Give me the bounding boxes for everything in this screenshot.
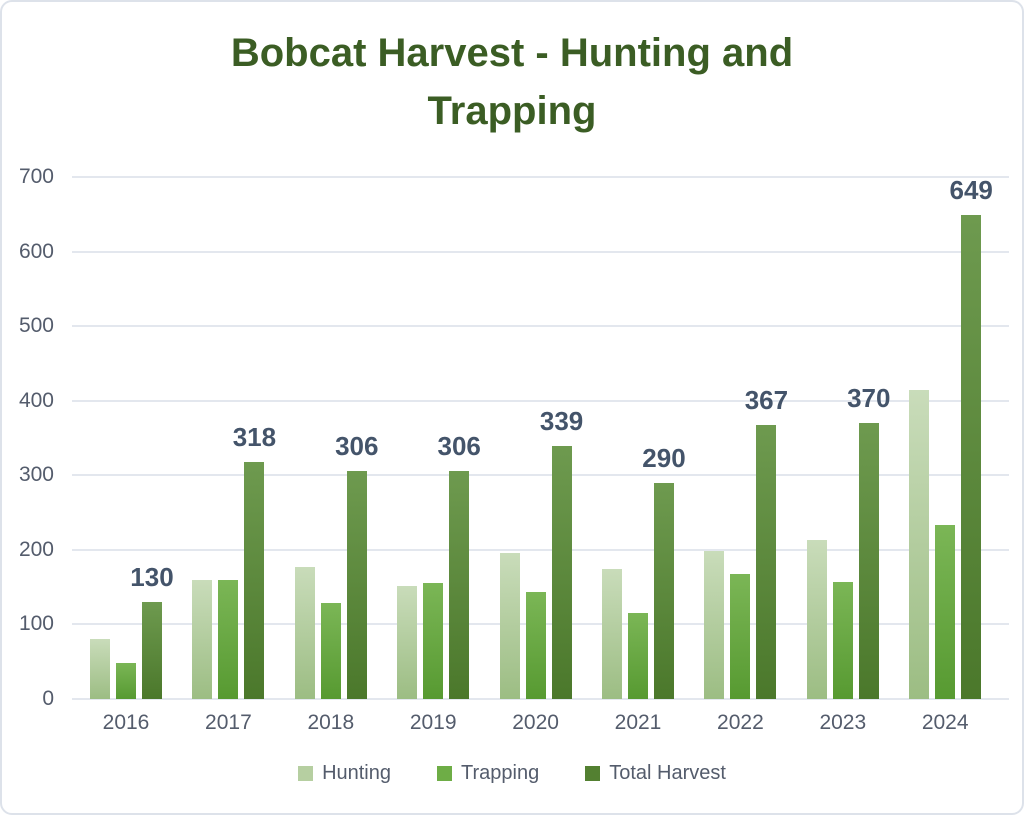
data-label-total-2021: 290: [642, 442, 686, 473]
bar-group-2024: [909, 177, 982, 699]
bar-group-2016: [90, 177, 162, 699]
bar-group-2022: [704, 177, 777, 699]
x-tick-label-2024: 2024: [921, 711, 969, 734]
legend-item-trapping: Trapping: [437, 762, 539, 785]
bar-trapping-2024: [935, 524, 956, 699]
bar-group-2017: [192, 177, 265, 699]
gridline-0: [72, 698, 1009, 700]
data-label-total-2022: 367: [744, 385, 789, 416]
data-label-total-2016: 130: [130, 562, 174, 593]
gridline-500: [72, 325, 1009, 328]
x-tick-label-2019: 2019: [409, 711, 457, 734]
y-tick-label-100: 100: [18, 612, 54, 636]
plot-area: 130 2016 318 2017 306 2018 306 2019 339 2020 290 20…: [72, 175, 1009, 734]
bar-hunting-2016: [90, 638, 110, 699]
y-tick-label-200: 200: [18, 537, 54, 561]
bar-hunting-2018: [294, 567, 315, 699]
x-tick-label-2023: 2023: [819, 711, 867, 734]
gridline-600: [72, 250, 1009, 253]
x-tick-label-2017: 2017: [205, 711, 252, 734]
bar-total-2020: [551, 446, 572, 699]
y-tick-label-300: 300: [18, 463, 54, 487]
bar-total-2022: [756, 425, 777, 699]
bar-trapping-2023: [832, 581, 853, 699]
bar-hunting-2019: [397, 586, 418, 699]
chart-title: Bobcat Harvest - Hunting and Trapping: [2, 24, 1022, 140]
x-tick-label-2021: 2021: [614, 711, 662, 734]
gridline-300: [72, 474, 1009, 477]
hunting-swatch-icon: [298, 766, 314, 781]
gridline-200: [72, 548, 1009, 551]
bar-total-2018: [346, 470, 367, 699]
bar-trapping-2016: [116, 662, 136, 699]
bar-total-2019: [449, 470, 470, 699]
bar-group-2021: [602, 177, 674, 699]
data-label-total-2023: 370: [847, 383, 891, 414]
total-harvest-swatch-icon: [585, 766, 601, 781]
y-tick-label-500: 500: [18, 314, 54, 338]
bar-hunting-2024: [909, 389, 930, 699]
bar-total-2024: [961, 215, 982, 699]
data-label-total-2018: 306: [335, 430, 379, 461]
data-label-total-2019: 306: [437, 430, 481, 461]
x-tick-label-2022: 2022: [717, 711, 764, 734]
bar-total-2023: [858, 423, 879, 699]
bar-group-2018: [294, 177, 367, 699]
legend-label-total-harvest: Total Harvest: [609, 762, 726, 784]
data-label-total-2017: 318: [232, 421, 277, 452]
x-tick-label-2018: 2018: [307, 711, 355, 734]
gridline-700: [72, 176, 1009, 178]
bar-trapping-2019: [423, 583, 444, 699]
bar-group-2023: [806, 177, 879, 699]
bar-trapping-2017: [218, 580, 239, 699]
legend-label-hunting: Hunting: [322, 762, 391, 784]
gridline-400: [72, 399, 1009, 402]
legend: Hunting Trapping Total Harvest: [2, 762, 1022, 785]
bar-trapping-2018: [320, 602, 341, 699]
chart-title-line-1: Bobcat Harvest - Hunting and: [230, 31, 794, 75]
legend-item-hunting: Hunting: [298, 762, 391, 785]
bar-hunting-2017: [192, 580, 213, 699]
x-tick-label-2016: 2016: [102, 711, 150, 734]
bar-hunting-2020: [499, 552, 520, 699]
trapping-swatch-icon: [437, 766, 452, 781]
bar-total-2021: [654, 482, 674, 699]
legend-item-total-harvest: Total Harvest: [585, 762, 726, 785]
y-tick-label-700: 700: [18, 165, 54, 188]
bar-hunting-2021: [602, 569, 622, 699]
bar-group-2019: [397, 177, 470, 699]
bar-trapping-2022: [730, 573, 751, 699]
bar-trapping-2021: [628, 612, 648, 699]
bar-hunting-2022: [704, 550, 725, 699]
y-tick-label-600: 600: [18, 239, 54, 263]
bar-total-2017: [244, 461, 265, 699]
data-label-total-2020: 339: [539, 406, 584, 437]
bar-hunting-2023: [806, 540, 827, 699]
bar-total-2016: [142, 602, 162, 699]
bar-trapping-2020: [525, 592, 546, 699]
bar-group-2020: [499, 177, 572, 699]
y-tick-label-400: 400: [18, 388, 54, 412]
data-label-total-2024: 649: [949, 175, 993, 206]
legend-label-trapping: Trapping: [461, 762, 540, 784]
y-tick-label-0: 0: [42, 687, 54, 710]
x-tick-label-2020: 2020: [512, 711, 559, 734]
chart-title-line-2: Trapping: [427, 89, 597, 133]
